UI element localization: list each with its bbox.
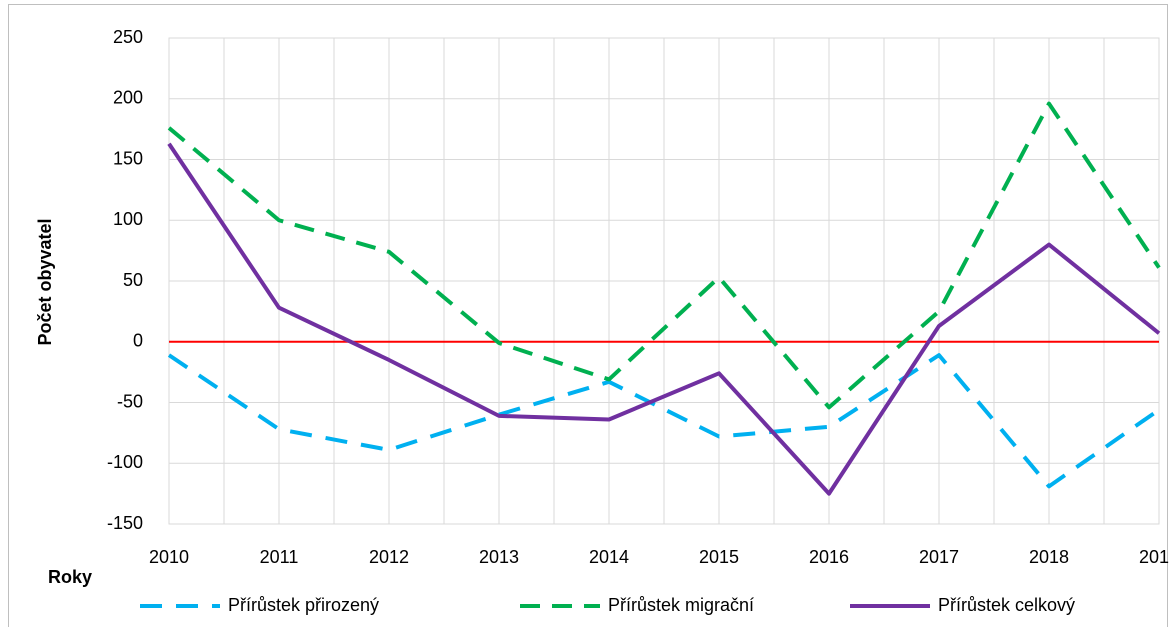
- y-tick-label: 150: [113, 148, 143, 168]
- y-tick-label: 100: [113, 209, 143, 229]
- y-tick-label: 200: [113, 88, 143, 108]
- y-tick-label: -100: [107, 452, 143, 472]
- x-tick-label: 2016: [809, 547, 849, 567]
- legend-label: Přírůstek migrační: [608, 595, 754, 615]
- x-tick-label: 2013: [479, 547, 519, 567]
- x-tick-label: 2012: [369, 547, 409, 567]
- y-tick-label: 250: [113, 27, 143, 47]
- x-tick-label: 2015: [699, 547, 739, 567]
- y-tick-label: -50: [117, 391, 143, 411]
- x-axis-label: Roky: [48, 567, 92, 587]
- x-tick-label: 2017: [919, 547, 959, 567]
- y-axis-label: Počet obyvatel: [35, 218, 55, 345]
- x-tick-label: 2010: [149, 547, 189, 567]
- x-tick-label: 2014: [589, 547, 629, 567]
- legend-label: Přírůstek celkový: [938, 595, 1075, 615]
- x-tick-label: 2019: [1139, 547, 1169, 567]
- chart-frame: [8, 4, 1168, 627]
- plot-border: [168, 37, 1160, 525]
- y-tick-label: 0: [133, 331, 143, 351]
- series-line: [167, 142, 1161, 496]
- y-tick-label: 50: [123, 270, 143, 290]
- series-line: [167, 101, 1161, 410]
- series-line: [167, 353, 1161, 489]
- x-tick-label: 2018: [1029, 547, 1069, 567]
- legend-label: Přírůstek přirozený: [228, 595, 379, 615]
- x-tick-label: 2011: [260, 547, 299, 567]
- y-tick-label: -150: [107, 513, 143, 533]
